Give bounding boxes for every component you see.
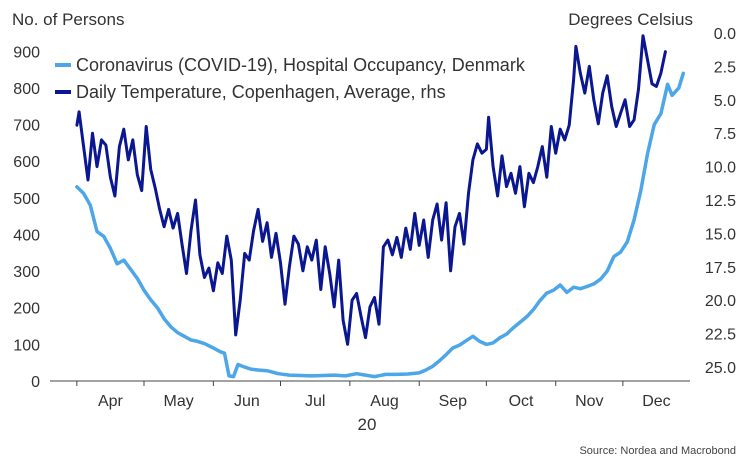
- left-tick-600: 600: [13, 154, 40, 171]
- right-tick-17.5: 17.5: [705, 260, 736, 277]
- right-tick-7.5: 7.5: [714, 126, 736, 143]
- month-tick-labels: Apr May Jun Jul Aug Sep Oct Nov Dec: [76, 381, 671, 410]
- legend: Coronavirus (COVID-19), Hospital Occupan…: [55, 55, 526, 102]
- left-tick-300: 300: [13, 264, 40, 281]
- right-tick-labels: 0.0 2.5 5.0 7.5 10.0 12.5 15.0 17.5 20.0 22.5 25.0: [705, 26, 736, 377]
- legend-label-temperature: Daily Temperature, Copenhagen, Average, …: [76, 82, 446, 102]
- month-label-may: May: [164, 393, 194, 410]
- hospital-occupancy-line: [75, 71, 686, 379]
- right-tick-15.0: 15.0: [705, 226, 736, 243]
- series-lines: [75, 34, 686, 379]
- month-label-nov: Nov: [575, 393, 603, 410]
- right-tick-20.0: 20.0: [705, 293, 736, 310]
- right-tick-5.0: 5.0: [714, 93, 736, 110]
- left-tick-100: 100: [13, 337, 40, 354]
- right-tick-10.0: 10.0: [705, 160, 736, 177]
- month-label-oct: Oct: [509, 393, 534, 410]
- temperature-line: [75, 34, 667, 346]
- month-label-jul: Jul: [305, 393, 325, 410]
- right-tick-25.0: 25.0: [705, 360, 736, 377]
- month-label-dec: Dec: [642, 393, 670, 410]
- left-tick-400: 400: [13, 227, 40, 244]
- right-tick-2.5: 2.5: [714, 59, 736, 76]
- left-tick-800: 800: [13, 81, 40, 98]
- left-tick-900: 900: [13, 44, 40, 61]
- left-tick-200: 200: [13, 301, 40, 318]
- x-year-label: 20: [358, 415, 377, 434]
- left-axis-label: No. of Persons: [12, 10, 124, 29]
- month-label-jun: Jun: [234, 393, 260, 410]
- left-tick-500: 500: [13, 191, 40, 208]
- month-label-sep: Sep: [439, 393, 468, 410]
- left-tick-0: 0: [31, 374, 40, 391]
- legend-label-hospital: Coronavirus (COVID-19), Hospital Occupan…: [76, 55, 526, 75]
- right-axis-label: Degrees Celsius: [568, 10, 693, 29]
- month-label-aug: Aug: [370, 393, 398, 410]
- left-tick-labels: 0 100 200 300 400 500 600 700 800 900: [13, 44, 40, 391]
- source-note: Source: Nordea and Macrobond: [579, 445, 736, 457]
- right-tick-0.0: 0.0: [714, 26, 736, 43]
- month-label-apr: Apr: [98, 393, 124, 410]
- right-tick-22.5: 22.5: [705, 327, 736, 344]
- left-tick-700: 700: [13, 118, 40, 135]
- right-tick-12.5: 12.5: [705, 193, 736, 210]
